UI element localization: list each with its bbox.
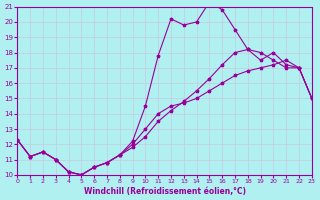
X-axis label: Windchill (Refroidissement éolien,°C): Windchill (Refroidissement éolien,°C): [84, 187, 245, 196]
